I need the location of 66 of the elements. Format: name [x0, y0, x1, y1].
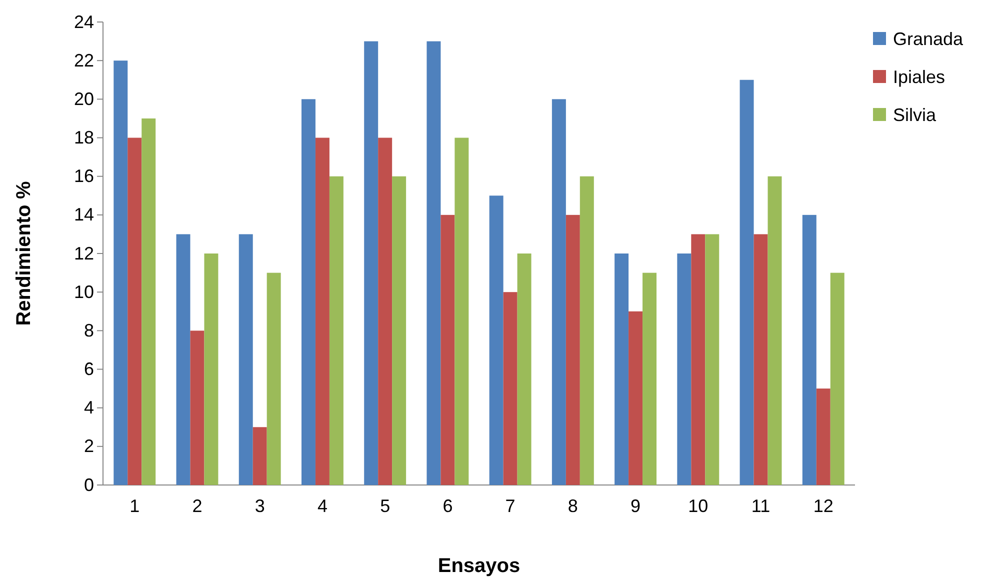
bar — [614, 254, 629, 485]
x-tick-label: 2 — [192, 496, 202, 516]
legend-label: Ipiales — [893, 67, 946, 87]
x-tick-label: 9 — [630, 496, 641, 516]
bar — [705, 234, 720, 485]
bar — [580, 176, 594, 485]
bar — [378, 138, 392, 485]
bar — [503, 292, 518, 485]
y-axis-title: Rendimiento % — [13, 181, 35, 326]
bar — [642, 272, 657, 485]
x-tick-label: 12 — [813, 496, 834, 516]
bar — [315, 138, 330, 485]
bar — [142, 118, 156, 485]
x-tick-label: 3 — [254, 496, 265, 516]
y-tick-label: 8 — [84, 320, 94, 340]
bar — [392, 176, 406, 485]
y-tick-label: 10 — [74, 282, 94, 302]
bar — [830, 272, 844, 485]
bar — [329, 176, 344, 485]
bar — [517, 254, 532, 485]
bar — [114, 60, 128, 485]
y-tick-label: 22 — [74, 50, 94, 70]
y-tick-label: 4 — [84, 398, 94, 418]
bar — [301, 99, 316, 485]
bar — [454, 138, 469, 485]
x-tick-label: 10 — [688, 496, 708, 516]
legend-label: Granada — [893, 29, 964, 49]
bar — [566, 214, 580, 485]
x-tick-label: 5 — [380, 496, 390, 516]
bar — [190, 330, 204, 485]
x-tick-label: 6 — [442, 496, 453, 516]
bar — [252, 427, 267, 485]
bar — [176, 234, 190, 485]
x-tick-label: 4 — [317, 496, 328, 516]
bar — [426, 41, 441, 485]
bar — [128, 138, 142, 485]
x-tick-label: 7 — [505, 496, 516, 516]
bar — [628, 311, 643, 485]
bar — [754, 234, 768, 485]
y-tick-label: 18 — [74, 128, 94, 148]
y-tick-label: 20 — [74, 88, 94, 109]
y-tick-label: 6 — [84, 359, 94, 380]
x-tick-label: 11 — [751, 496, 770, 516]
bar — [552, 99, 566, 485]
y-tick-label: 14 — [74, 204, 94, 225]
bar — [489, 196, 504, 485]
bar — [802, 214, 816, 485]
x-axis-title: Ensayos — [438, 555, 520, 577]
bar — [364, 41, 378, 485]
legend-label: Silvia — [893, 105, 938, 125]
x-tick-label: 1 — [130, 496, 140, 516]
bar — [238, 234, 253, 485]
bar — [204, 254, 218, 485]
bar — [691, 234, 706, 485]
y-tick-label: 12 — [74, 243, 94, 264]
bar — [768, 176, 782, 485]
bar — [440, 214, 455, 485]
x-tick-label: 8 — [568, 496, 578, 516]
y-tick-label: 16 — [74, 166, 94, 186]
y-tick-label: 24 — [74, 12, 94, 32]
y-tick-label: 0 — [84, 474, 94, 495]
y-tick-label: 2 — [84, 436, 94, 456]
bar — [677, 254, 692, 485]
bar — [266, 272, 281, 485]
bar — [816, 388, 830, 485]
bar — [740, 80, 754, 485]
